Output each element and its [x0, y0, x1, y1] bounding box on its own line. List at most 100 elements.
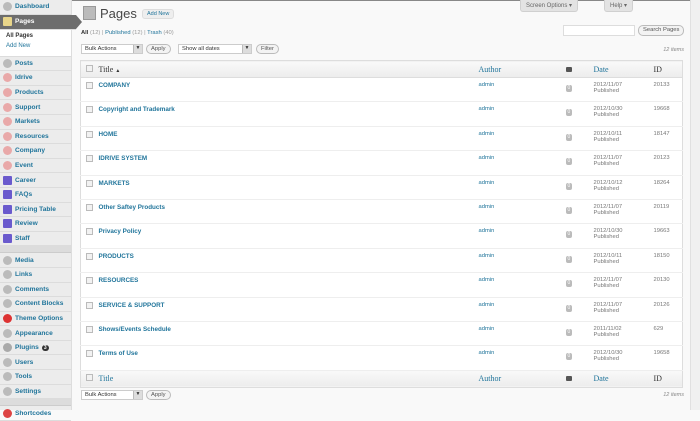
author-link[interactable]: admin: [478, 130, 495, 137]
comment-count-bubble[interactable]: 0: [565, 353, 573, 361]
column-title-footer[interactable]: Title: [98, 370, 479, 388]
row-checkbox[interactable]: [86, 106, 93, 114]
author-link[interactable]: admin: [478, 203, 495, 210]
apply-button-bottom[interactable]: Apply: [146, 390, 171, 400]
add-new-button[interactable]: Add New: [142, 9, 175, 19]
apply-button[interactable]: Apply: [146, 44, 171, 54]
page-title-link[interactable]: SERVICE & SUPPORT: [98, 301, 165, 309]
row-checkbox[interactable]: [86, 277, 93, 285]
page-title-link[interactable]: Terms of Use: [98, 350, 138, 358]
column-title[interactable]: Title ▲: [98, 60, 479, 78]
sidebar-item-products[interactable]: Products: [0, 86, 71, 101]
search-input[interactable]: [563, 25, 635, 36]
page-title-link[interactable]: Privacy Policy: [98, 228, 142, 236]
sidebar-item-career[interactable]: Career: [0, 173, 71, 188]
column-id-footer[interactable]: ID: [653, 370, 683, 388]
submenu-all-pages[interactable]: All Pages: [6, 32, 34, 39]
sidebar-item-pages[interactable]: Pages: [0, 14, 82, 30]
comment-count-bubble[interactable]: 0: [565, 109, 573, 117]
row-checkbox[interactable]: [86, 350, 93, 358]
comment-count-bubble[interactable]: 0: [565, 304, 573, 312]
page-title-link[interactable]: Shows/Events Schedule: [98, 325, 171, 333]
author-link[interactable]: admin: [478, 277, 495, 284]
row-checkbox[interactable]: [86, 82, 93, 89]
row-checkbox[interactable]: [86, 301, 93, 309]
column-author[interactable]: Author: [478, 60, 566, 78]
filter-trash[interactable]: Trash: [147, 30, 162, 36]
sidebar-item-comments[interactable]: Comments: [0, 283, 71, 298]
sidebar-item-tools[interactable]: Tools: [0, 370, 71, 385]
bulk-actions-select[interactable]: Bulk Actions ▼: [81, 44, 143, 54]
page-title-link[interactable]: PRODUCTS: [98, 252, 134, 260]
sidebar-item-idrive[interactable]: Idrive: [0, 71, 71, 86]
submenu-add-new[interactable]: Add New: [6, 42, 31, 49]
comment-count-bubble[interactable]: 0: [565, 255, 573, 263]
sidebar-item-review[interactable]: Review: [0, 217, 71, 232]
page-title-link[interactable]: Other Saftey Products: [98, 203, 165, 211]
sidebar-item-content-blocks[interactable]: Content Blocks: [0, 297, 71, 312]
page-title-link[interactable]: RESOURCES: [98, 277, 139, 285]
row-checkbox[interactable]: [86, 228, 93, 236]
author-link[interactable]: admin: [478, 179, 495, 186]
column-id[interactable]: ID: [653, 60, 683, 78]
comment-count-bubble[interactable]: 0: [565, 328, 573, 336]
comment-count-bubble[interactable]: 0: [565, 206, 573, 214]
select-all-checkbox-footer[interactable]: [86, 374, 93, 382]
sidebar-item-settings[interactable]: Settings: [0, 385, 71, 400]
sidebar-item-resources[interactable]: Resources: [0, 130, 71, 145]
column-author-footer[interactable]: Author: [478, 370, 566, 388]
author-link[interactable]: admin: [478, 301, 495, 308]
comment-count-bubble[interactable]: 0: [565, 231, 573, 239]
page-title-link[interactable]: Copyright and Trademark: [98, 106, 175, 114]
filter-button[interactable]: Filter: [256, 44, 279, 54]
sidebar-item-links[interactable]: Links: [0, 268, 71, 283]
page-title-link[interactable]: COMPANY: [98, 82, 131, 89]
date-filter-select[interactable]: Show all dates ▼: [178, 44, 252, 54]
author-link[interactable]: admin: [478, 252, 495, 259]
sidebar-item-appearance[interactable]: Appearance: [0, 326, 71, 341]
author-link[interactable]: admin: [478, 350, 495, 357]
sidebar-item-staff[interactable]: Staff: [0, 232, 71, 247]
page-title-link[interactable]: IDRIVE SYSTEM: [98, 155, 148, 163]
screen-options-button[interactable]: Screen Options ▾: [520, 0, 579, 12]
author-link[interactable]: admin: [478, 82, 495, 88]
comment-count-bubble[interactable]: 0: [565, 158, 573, 166]
filter-published[interactable]: Published: [105, 30, 131, 36]
sidebar-item-media[interactable]: Media: [0, 253, 71, 268]
comment-count-bubble[interactable]: 0: [565, 133, 573, 141]
author-link[interactable]: admin: [478, 228, 495, 235]
row-checkbox[interactable]: [86, 203, 93, 211]
author-link[interactable]: admin: [478, 325, 495, 332]
page-title-link[interactable]: HOME: [98, 130, 118, 138]
row-checkbox[interactable]: [86, 252, 93, 260]
author-link[interactable]: admin: [478, 155, 495, 162]
filter-all[interactable]: All: [81, 30, 89, 36]
column-date[interactable]: Date: [593, 60, 654, 78]
comment-count-bubble[interactable]: 0: [565, 280, 573, 288]
select-all-checkbox[interactable]: [86, 64, 93, 72]
author-link[interactable]: admin: [478, 106, 495, 113]
sidebar-item-theme-options[interactable]: Theme Options: [0, 312, 71, 327]
sidebar-item-event[interactable]: Event: [0, 159, 71, 174]
help-button[interactable]: Help ▾: [604, 0, 634, 12]
sidebar-item-company[interactable]: Company: [0, 144, 71, 159]
sidebar-item-users[interactable]: Users: [0, 355, 71, 371]
sidebar-item-faqs[interactable]: FAQs: [0, 188, 71, 203]
row-checkbox[interactable]: [86, 179, 93, 187]
comment-count-bubble[interactable]: 0: [565, 85, 573, 92]
column-date-footer[interactable]: Date: [593, 370, 654, 388]
comment-count-bubble[interactable]: 0: [565, 182, 573, 190]
row-checkbox[interactable]: [86, 325, 93, 333]
sidebar-item-pricing-table[interactable]: Pricing Table: [0, 203, 71, 218]
sidebar-item-shortcodes[interactable]: Shortcodes: [0, 406, 71, 421]
search-pages-button[interactable]: Search Pages: [638, 25, 685, 36]
row-checkbox[interactable]: [86, 130, 93, 138]
scrollbar[interactable]: [690, 0, 700, 410]
sidebar-item-markets[interactable]: Markets: [0, 115, 71, 130]
sidebar-item-plugins[interactable]: Plugins 3: [0, 341, 71, 356]
sidebar-item-support[interactable]: Support: [0, 100, 71, 115]
page-title-link[interactable]: MARKETS: [98, 179, 130, 187]
sidebar-item-dashboard[interactable]: Dashboard: [0, 0, 71, 15]
bulk-actions-select-bottom[interactable]: Bulk Actions ▼: [81, 390, 143, 400]
sidebar-item-posts[interactable]: Posts: [0, 57, 71, 72]
